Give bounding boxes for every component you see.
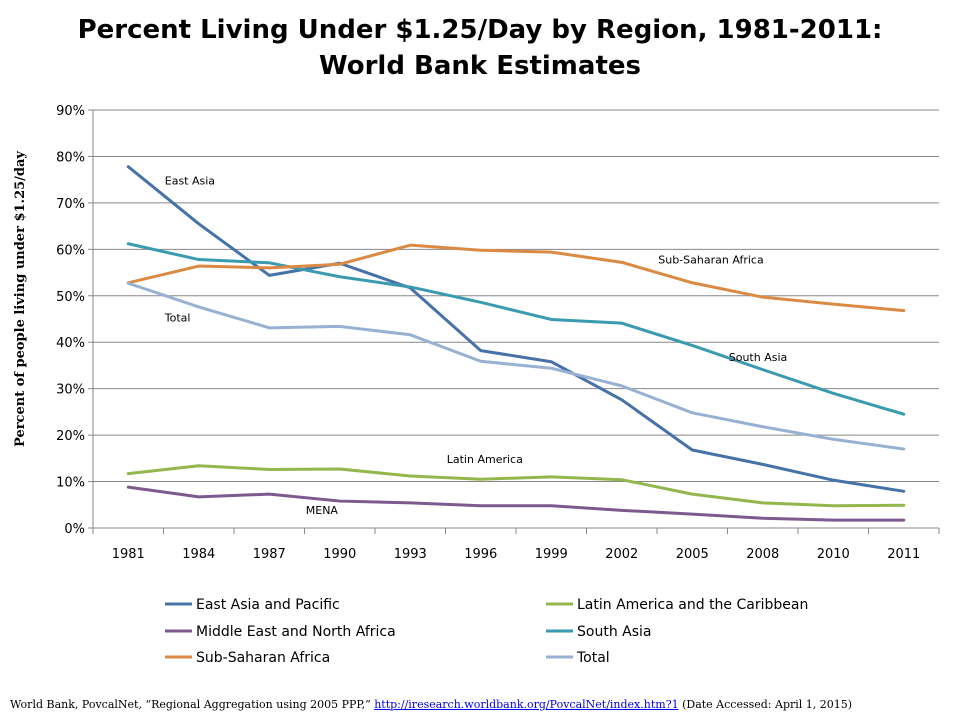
y-tick-label: 80% (56, 150, 85, 165)
legend-label: Latin America and the Caribbean (577, 597, 808, 613)
series-annotation: East Asia (165, 174, 215, 187)
y-tick-label: 40% (56, 336, 85, 351)
series-annotation: Total (164, 311, 191, 324)
source-citation: World Bank, PovcalNet, “Regional Aggrega… (10, 698, 852, 711)
x-tick-label: 1987 (253, 547, 286, 562)
series-line (126, 243, 906, 313)
x-tick-label: 2011 (887, 547, 920, 562)
series-line (126, 485, 906, 522)
x-tick-label: 1996 (464, 547, 497, 562)
chart-title-line2: World Bank Estimates (319, 51, 641, 81)
y-tick-label: 60% (56, 243, 85, 258)
x-tick-label: 2008 (746, 547, 779, 562)
series-annotation: South Asia (729, 351, 788, 364)
x-tick-label: 1990 (323, 547, 356, 562)
y-axis-title: Percent of people living under $1.25/day (13, 151, 28, 447)
x-tick-label: 1999 (535, 547, 568, 562)
y-tick-label: 50% (56, 290, 85, 305)
y-tick-label: 0% (64, 522, 85, 537)
x-tick-label: 1981 (112, 547, 145, 562)
chart-title-line1: Percent Living Under $1.25/Day by Region… (77, 15, 883, 45)
legend-label: South Asia (577, 624, 651, 640)
source-link[interactable]: http://iresearch.worldbank.org/PovcalNet… (374, 698, 679, 711)
y-tick-label: 90% (56, 104, 85, 119)
source-suffix: (Date Accessed: April 1, 2015) (678, 698, 853, 711)
series-line (126, 165, 906, 493)
source-prefix: World Bank, PovcalNet, “Regional Aggrega… (10, 698, 375, 711)
x-tick-label: 1993 (394, 547, 427, 562)
x-tick-label: 1984 (182, 547, 215, 562)
y-tick-label: 70% (56, 197, 85, 212)
series-line (126, 281, 906, 451)
series-line (126, 464, 906, 508)
legend-label: East Asia and Pacific (196, 597, 340, 613)
y-tick-label: 10% (56, 476, 85, 491)
series-annotation: Latin America (447, 453, 523, 466)
chart-title: Percent Living Under $1.25/Day by Region… (0, 12, 960, 84)
y-tick-label: 30% (56, 383, 85, 398)
y-tick-label: 20% (56, 429, 85, 444)
legend-label: Middle East and North Africa (196, 624, 396, 640)
legend-label: Total (576, 650, 610, 666)
legend-label: Sub-Saharan Africa (196, 650, 330, 666)
x-tick-label: 2002 (605, 547, 638, 562)
x-tick-label: 2010 (817, 547, 850, 562)
series-annotation: Sub-Saharan Africa (658, 253, 763, 266)
series-line (126, 242, 906, 416)
x-tick-label: 2005 (676, 547, 709, 562)
series-annotation: MENA (306, 504, 339, 517)
